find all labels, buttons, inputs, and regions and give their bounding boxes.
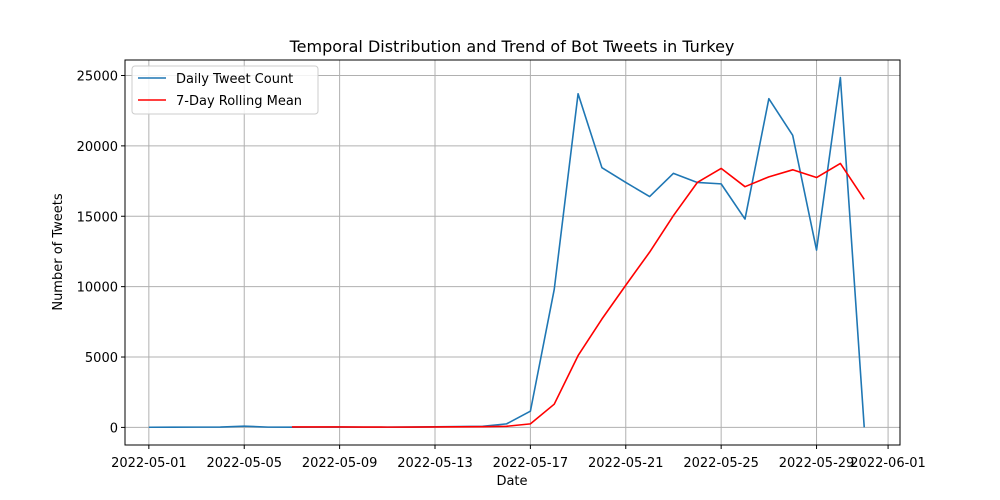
- x-tick-label: 2022-06-01: [850, 456, 926, 471]
- series-layer: [148, 76, 866, 429]
- y-tick-label: 20000: [77, 140, 118, 155]
- y-tick-label: 5000: [85, 351, 118, 366]
- y-tick-label: 0: [110, 421, 118, 436]
- x-tick-label: 2022-05-09: [302, 456, 378, 471]
- plot-frame: [124, 59, 901, 446]
- x-axis-label: Date: [496, 474, 527, 489]
- x-tick-label: 2022-05-01: [111, 456, 187, 471]
- y-tick-label: 25000: [77, 69, 118, 84]
- x-tick-label: 2022-05-21: [588, 456, 664, 471]
- x-tick-label: 2022-05-13: [397, 456, 473, 471]
- y-tick-label: 10000: [77, 281, 118, 296]
- legend: Daily Tweet Count 7-Day Rolling Mean: [131, 65, 319, 115]
- grid-layer: [125, 60, 900, 445]
- tick-layer: 2022-05-01 2022-05-05 2022-05-09 2022-05-13…: [77, 69, 926, 471]
- legend-box: [131, 65, 319, 115]
- x-tick-label: 2022-05-29: [779, 456, 855, 471]
- x-tick-label: 2022-05-05: [206, 456, 282, 471]
- series-line-rolling-mean: [291, 162, 865, 428]
- legend-label: Daily Tweet Count: [176, 72, 293, 87]
- series-line-daily-tweet-count: [148, 76, 866, 429]
- y-axis-label: Number of Tweets: [51, 193, 66, 311]
- x-tick-label: 2022-05-25: [683, 456, 759, 471]
- chart-title: Temporal Distribution and Trend of Bot T…: [289, 37, 735, 56]
- y-tick-label: 15000: [77, 210, 118, 225]
- x-tick-label: 2022-05-17: [493, 456, 569, 471]
- legend-label: 7-Day Rolling Mean: [176, 94, 302, 109]
